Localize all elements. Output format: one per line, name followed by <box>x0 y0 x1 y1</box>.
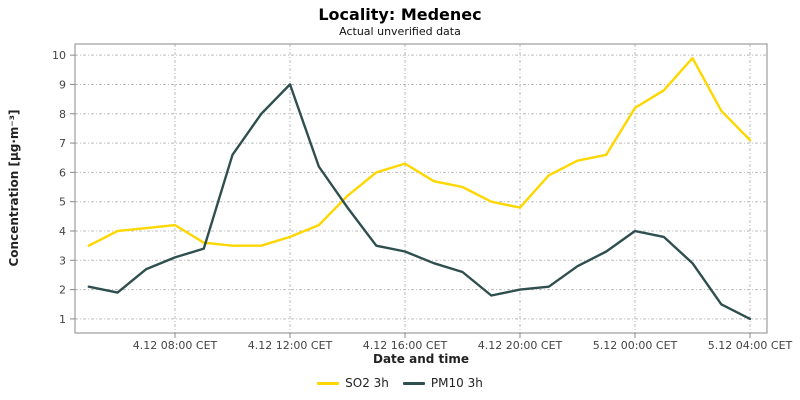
x-tick-label: 4.12 20:00 CET <box>478 339 563 352</box>
y-tick-label: 9 <box>59 78 66 91</box>
y-tick-label: 4 <box>59 225 66 238</box>
plot-border <box>74 43 768 334</box>
x-tick-label: 5.12 00:00 CET <box>593 339 678 352</box>
legend-label: PM10 3h <box>430 376 483 390</box>
x-tick-label: 5.12 04:00 CET <box>708 339 793 352</box>
legend-label: SO2 3h <box>345 376 389 390</box>
y-tick-label: 7 <box>59 137 66 150</box>
y-tick-label: 5 <box>59 196 66 209</box>
legend: SO2 3h PM10 3h <box>0 376 800 390</box>
y-tick-label: 1 <box>59 313 66 326</box>
legend-swatch-icon <box>402 381 425 385</box>
y-tick-label: 8 <box>59 108 66 121</box>
series-line-so2-3h <box>87 56 752 247</box>
y-axis-title: Concentration [µg·m⁻³] <box>7 109 21 267</box>
y-tick-label: 6 <box>59 166 66 179</box>
series-line-pm10-3h <box>87 83 752 321</box>
legend-item-pm10-3h: PM10 3h <box>402 376 483 390</box>
x-tick-label: 4.12 08:00 CET <box>133 339 218 352</box>
x-tick-label: 4.12 16:00 CET <box>363 339 448 352</box>
page-title: Locality: Medenec <box>318 5 482 24</box>
chart-subtitle: Actual unverified data <box>339 25 461 38</box>
y-tick-label: 3 <box>59 254 66 267</box>
legend-swatch-icon <box>317 381 340 385</box>
y-tick-label: 10 <box>52 49 66 62</box>
y-tick-label: 2 <box>59 284 66 297</box>
legend-item-so2-3h: SO2 3h <box>317 376 389 390</box>
x-tick-label: 4.12 12:00 CET <box>248 339 333 352</box>
x-axis-title: Date and time <box>372 352 469 366</box>
